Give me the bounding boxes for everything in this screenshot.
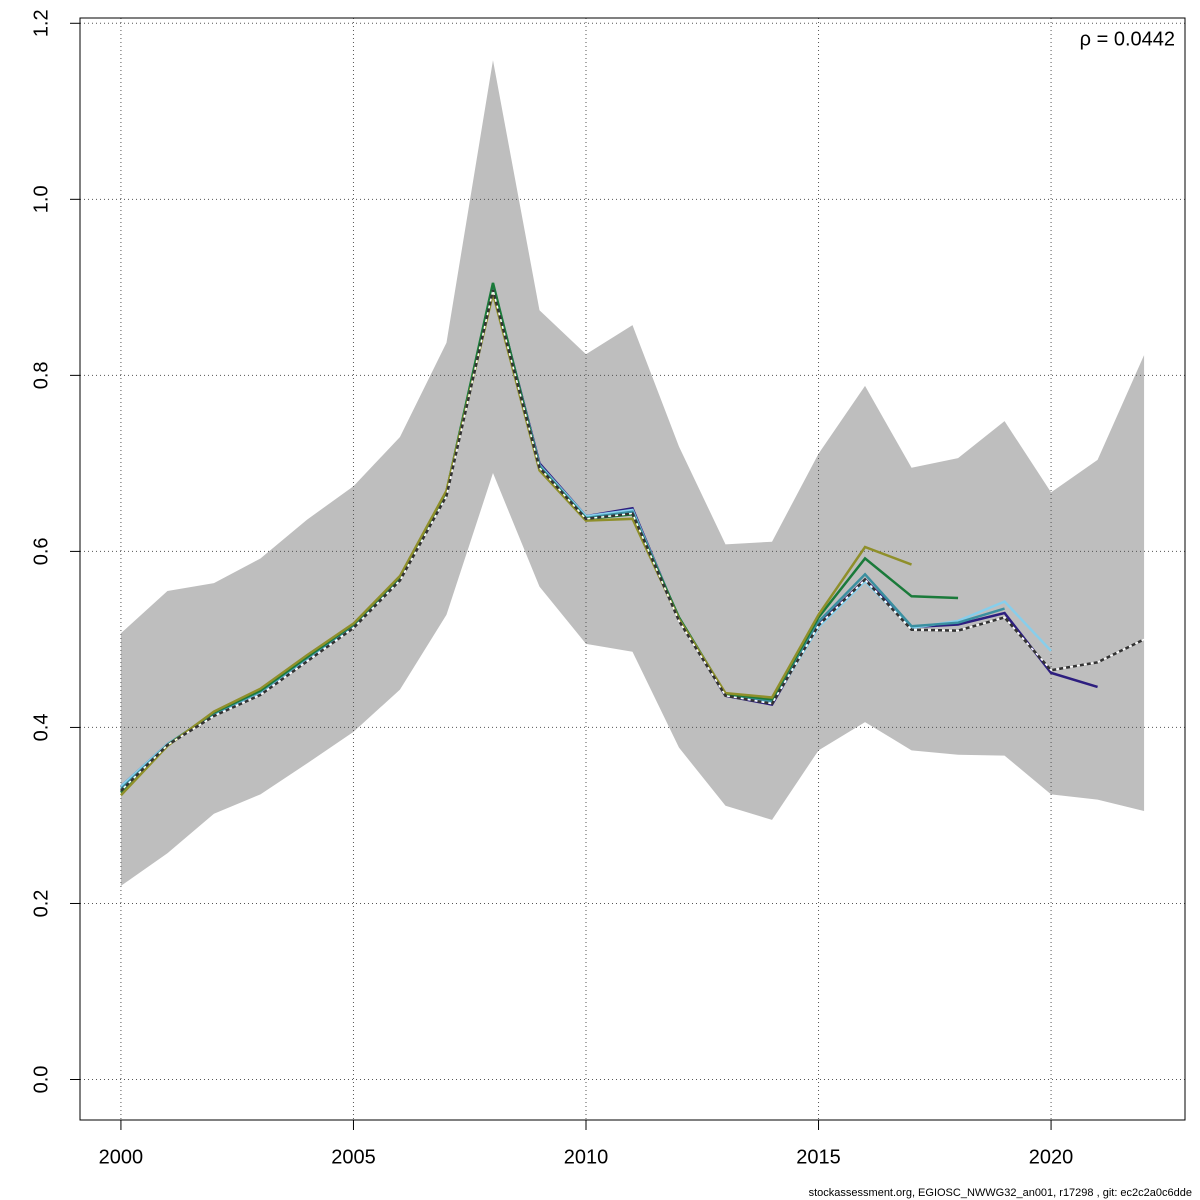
y-tick-label: 0.8 (30, 361, 52, 389)
x-tick-label: 2005 (331, 1146, 376, 1168)
footer: stockassessment.org, EGIOSC_NWWG32_an001… (809, 1187, 1192, 1199)
x-tick-label: 2000 (99, 1146, 144, 1168)
y-tick-label: 1.2 (30, 9, 52, 37)
y-tick-label: 0.2 (30, 890, 52, 918)
x-tick-label: 2010 (564, 1146, 609, 1168)
confidence-band (120, 60, 1145, 886)
x-tick-label: 2015 (796, 1146, 841, 1168)
series-line (120, 293, 912, 797)
x-tick-label: 2020 (1029, 1146, 1074, 1168)
plot-frame (79, 17, 1186, 1121)
y-tick-label: 0.6 (30, 537, 52, 565)
y-tick-label: 1.0 (30, 185, 52, 213)
series-line (120, 289, 1145, 792)
y-tick-label: 0.4 (30, 714, 52, 742)
plot: 0.0 0.2 0.4 0.6 0.8 1.0 1.2 2000 2005 2010 2015 202… (30, 9, 1186, 1168)
y-tick-label: 0.0 (30, 1066, 52, 1094)
rho-annotation: ρ = 0.0442 (1080, 28, 1175, 50)
